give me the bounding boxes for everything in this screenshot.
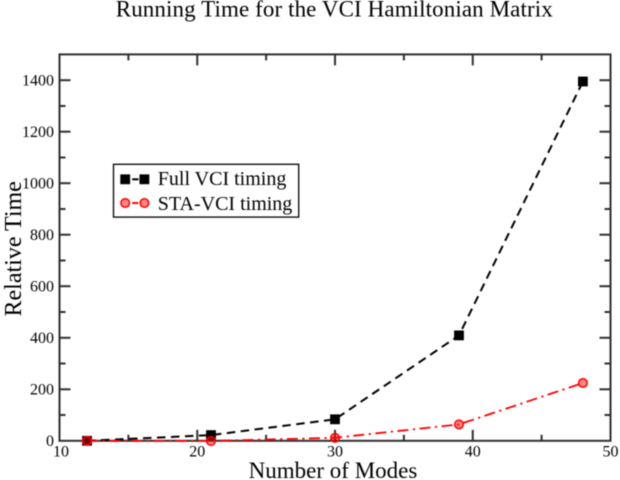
svg-text:600: 600 [30, 279, 54, 296]
svg-text:30: 30 [327, 443, 343, 460]
svg-text:200: 200 [30, 382, 54, 399]
svg-text:800: 800 [30, 227, 54, 244]
svg-text:40: 40 [465, 443, 481, 460]
svg-text:10: 10 [53, 443, 69, 460]
svg-text:Relative Time: Relative Time [1, 181, 27, 316]
svg-text:400: 400 [30, 330, 54, 347]
svg-text:0: 0 [46, 433, 54, 450]
svg-text:Number of Modes: Number of Modes [249, 458, 418, 480]
svg-text:50: 50 [603, 443, 619, 460]
svg-text:STA-VCI timing: STA-VCI timing [158, 193, 293, 215]
svg-text:1200: 1200 [22, 124, 54, 141]
svg-text:1400: 1400 [22, 73, 54, 90]
svg-text:Running Time for the VCI Hamil: Running Time for the VCI Hamiltonian Mat… [116, 0, 553, 22]
svg-text:20: 20 [189, 443, 205, 460]
svg-text:1000: 1000 [22, 176, 54, 193]
svg-text:Full VCI timing: Full VCI timing [158, 168, 287, 190]
